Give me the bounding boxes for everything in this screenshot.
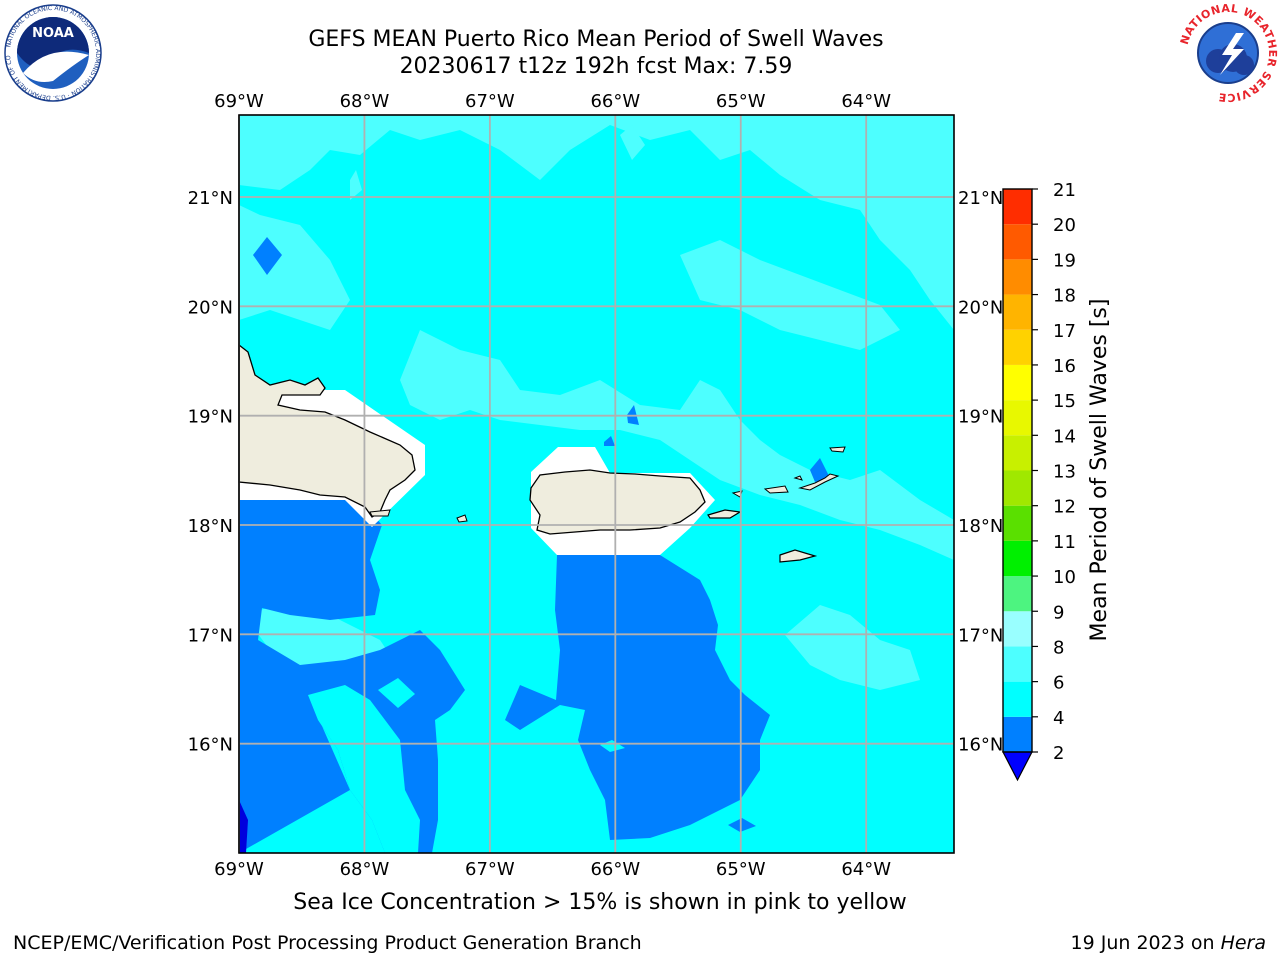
colorbar-segment xyxy=(1003,576,1032,612)
lon-labels-bottom: 69°W 68°W 67°W 66°W 65°W 64°W xyxy=(214,859,891,880)
colorbar-segment xyxy=(1003,364,1032,401)
footer-host: Hera xyxy=(1220,932,1266,954)
map-subtitle: 20230617 t12z 192h fcst Max: 7.59 xyxy=(399,54,793,79)
colorbar-extend-arrow xyxy=(1002,751,1033,782)
footer-producer: NCEP/EMC/Verification Post Processing Pr… xyxy=(13,932,642,954)
lat-label-right: 20°N xyxy=(958,297,1003,318)
lat-label-left: 17°N xyxy=(188,625,233,646)
colorbar-tick-label: 9 xyxy=(1053,602,1064,623)
map-title: GEFS MEAN Puerto Rico Mean Period of Swe… xyxy=(308,27,884,52)
lon-label-bottom: 68°W xyxy=(340,859,390,880)
colorbar-segment xyxy=(1003,646,1032,682)
lon-labels-top: 69°W 68°W 67°W 66°W 65°W 64°W xyxy=(214,91,891,112)
lon-label-bottom: 66°W xyxy=(590,859,640,880)
colorbar-tick-label: 6 xyxy=(1053,673,1064,694)
colorbar xyxy=(1002,188,1033,782)
colorbar-tick-label: 13 xyxy=(1053,462,1076,483)
lat-label-left: 21°N xyxy=(188,188,233,209)
colorbar-segment xyxy=(1003,435,1032,471)
colorbar-segment xyxy=(1003,681,1032,717)
colorbar-tick-label: 4 xyxy=(1053,708,1064,729)
footer-date: 19 Jun 2023 on Hera xyxy=(1071,932,1266,954)
colorbar-segment xyxy=(1003,259,1032,295)
lat-label-right: 17°N xyxy=(958,625,1003,646)
lon-label-bottom: 64°W xyxy=(841,859,891,880)
colorbar-tick-label: 17 xyxy=(1053,321,1076,342)
colorbar-tick-label: 12 xyxy=(1053,497,1076,518)
nws-logo: NATIONAL WEATHER SERVICE xyxy=(1178,3,1278,103)
swell-2-4-region xyxy=(239,237,830,853)
puerto-rico xyxy=(529,469,706,535)
colorbar-tick-label: 10 xyxy=(1053,567,1076,588)
hispaniola xyxy=(238,343,416,518)
noaa-logo: NATIONAL OCEANIC AND ATMOSPHERIC ADMINIS… xyxy=(3,3,102,102)
lon-label-top: 65°W xyxy=(716,91,766,112)
lat-labels-left: 21°N 20°N 19°N 18°N 17°N 16°N xyxy=(188,188,233,756)
colorbar-tick-label: 11 xyxy=(1053,532,1076,553)
colorbar-tick-label: 2 xyxy=(1053,743,1064,764)
footer-date-text: 19 Jun 2023 on xyxy=(1070,932,1221,954)
lon-label-top: 66°W xyxy=(590,91,640,112)
st-croix xyxy=(779,549,818,563)
lon-label-top: 69°W xyxy=(214,91,264,112)
map-graticule xyxy=(238,115,954,853)
colorbar-segment xyxy=(1003,540,1032,577)
lon-label-top: 64°W xyxy=(841,91,891,112)
svg-text:NOAA: NOAA xyxy=(32,26,74,41)
colorbar-segment xyxy=(1003,611,1032,647)
virgin-islands xyxy=(731,473,840,498)
colorbar-segment xyxy=(1003,400,1032,436)
colorbar-segment xyxy=(1003,294,1032,330)
colorbar-tick-label: 16 xyxy=(1053,356,1076,377)
colorbar-tick-label: 14 xyxy=(1053,426,1076,447)
colorbar-segment xyxy=(1003,505,1032,541)
sea-ice-caption: Sea Ice Concentration > 15% is shown in … xyxy=(293,890,907,915)
lon-label-bottom: 65°W xyxy=(716,859,766,880)
colorbar-tick-label: 20 xyxy=(1053,215,1076,236)
lon-label-top: 67°W xyxy=(465,91,515,112)
hispaniola-west-islet xyxy=(369,509,391,517)
colorbar-segment xyxy=(1003,329,1032,365)
colorbar-tick-label: 18 xyxy=(1053,286,1076,307)
swell-6-8-region xyxy=(239,115,954,690)
land-masses xyxy=(238,343,846,563)
colorbar-tick-label: 21 xyxy=(1053,180,1076,201)
lat-label-left: 18°N xyxy=(188,516,233,537)
colorbar-tick-labels: 2 4 6 8 9 10 11 12 13 14 15 16 17 18 19 20 21 xyxy=(1032,180,1076,764)
lon-label-bottom: 69°W xyxy=(214,859,264,880)
lat-label-right: 18°N xyxy=(958,516,1003,537)
mona-island xyxy=(456,514,468,523)
colorbar-segment xyxy=(1003,716,1032,752)
map-panel xyxy=(238,114,955,854)
lat-labels-right: 21°N 20°N 19°N 18°N 17°N 16°N xyxy=(958,188,1003,756)
lat-label-right: 21°N xyxy=(958,188,1003,209)
anegada xyxy=(829,446,846,453)
lat-label-right: 19°N xyxy=(958,407,1003,428)
colorbar-tick-label: 15 xyxy=(1053,391,1076,412)
lat-label-right: 16°N xyxy=(958,735,1003,756)
colorbar-segment xyxy=(1003,470,1032,506)
colorbar-label: Mean Period of Swell Waves [s] xyxy=(1087,299,1112,642)
lat-label-left: 16°N xyxy=(188,735,233,756)
colorbar-tick-label: 19 xyxy=(1053,250,1076,271)
colorbar-segment xyxy=(1003,189,1032,225)
colorbar-segment xyxy=(1003,224,1032,260)
map-frame xyxy=(238,114,955,854)
lon-label-top: 68°W xyxy=(340,91,390,112)
colorbar-tick-label: 8 xyxy=(1053,637,1064,658)
vieques xyxy=(707,509,742,519)
lat-label-left: 20°N xyxy=(188,297,233,318)
lon-label-bottom: 67°W xyxy=(465,859,515,880)
lat-label-left: 19°N xyxy=(188,407,233,428)
